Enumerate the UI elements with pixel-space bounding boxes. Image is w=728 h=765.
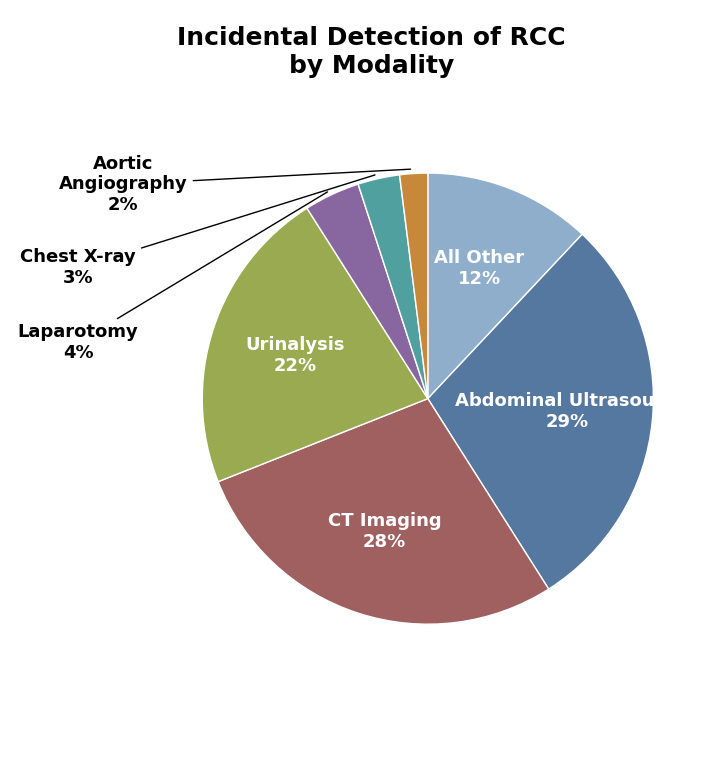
Wedge shape: [202, 208, 428, 482]
Wedge shape: [400, 173, 428, 399]
Text: Urinalysis
22%: Urinalysis 22%: [245, 336, 344, 375]
Wedge shape: [428, 173, 582, 399]
Text: Aortic
Angiography
2%: Aortic Angiography 2%: [59, 155, 411, 214]
Wedge shape: [307, 184, 428, 399]
Text: Abdominal Ultrasound
29%: Abdominal Ultrasound 29%: [454, 392, 679, 431]
Text: Chest X-ray
3%: Chest X-ray 3%: [20, 175, 375, 287]
Wedge shape: [358, 175, 428, 399]
Title: Incidental Detection of RCC
by Modality: Incidental Detection of RCC by Modality: [177, 27, 566, 78]
Wedge shape: [428, 234, 654, 589]
Text: Laparotomy
4%: Laparotomy 4%: [17, 192, 328, 362]
Wedge shape: [218, 399, 549, 624]
Text: CT Imaging
28%: CT Imaging 28%: [328, 513, 441, 551]
Text: All Other
12%: All Other 12%: [434, 249, 524, 288]
